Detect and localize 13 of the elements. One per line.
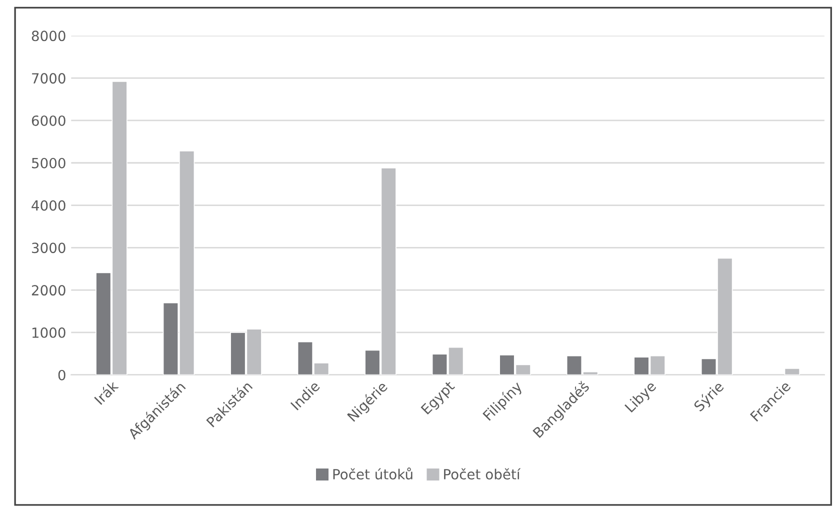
bar [784,368,800,375]
legend-label: Počet útoků [333,468,412,480]
y-tick-label: 2000 [32,285,66,296]
y-tick-label: 3000 [32,242,66,254]
legend-label: Počet obětí [444,468,521,480]
y-tick-label: 6000 [32,115,66,126]
y-tick-label: 1000 [32,327,66,338]
y-tick-label: 0 [58,370,66,380]
x-tick-label: Irák [93,379,120,405]
y-tick-label: 7000 [32,73,66,84]
y-tick-label: 5000 [32,158,66,168]
y-tick-label: 8000 [32,30,66,42]
y-tick-label: 4000 [32,200,66,211]
